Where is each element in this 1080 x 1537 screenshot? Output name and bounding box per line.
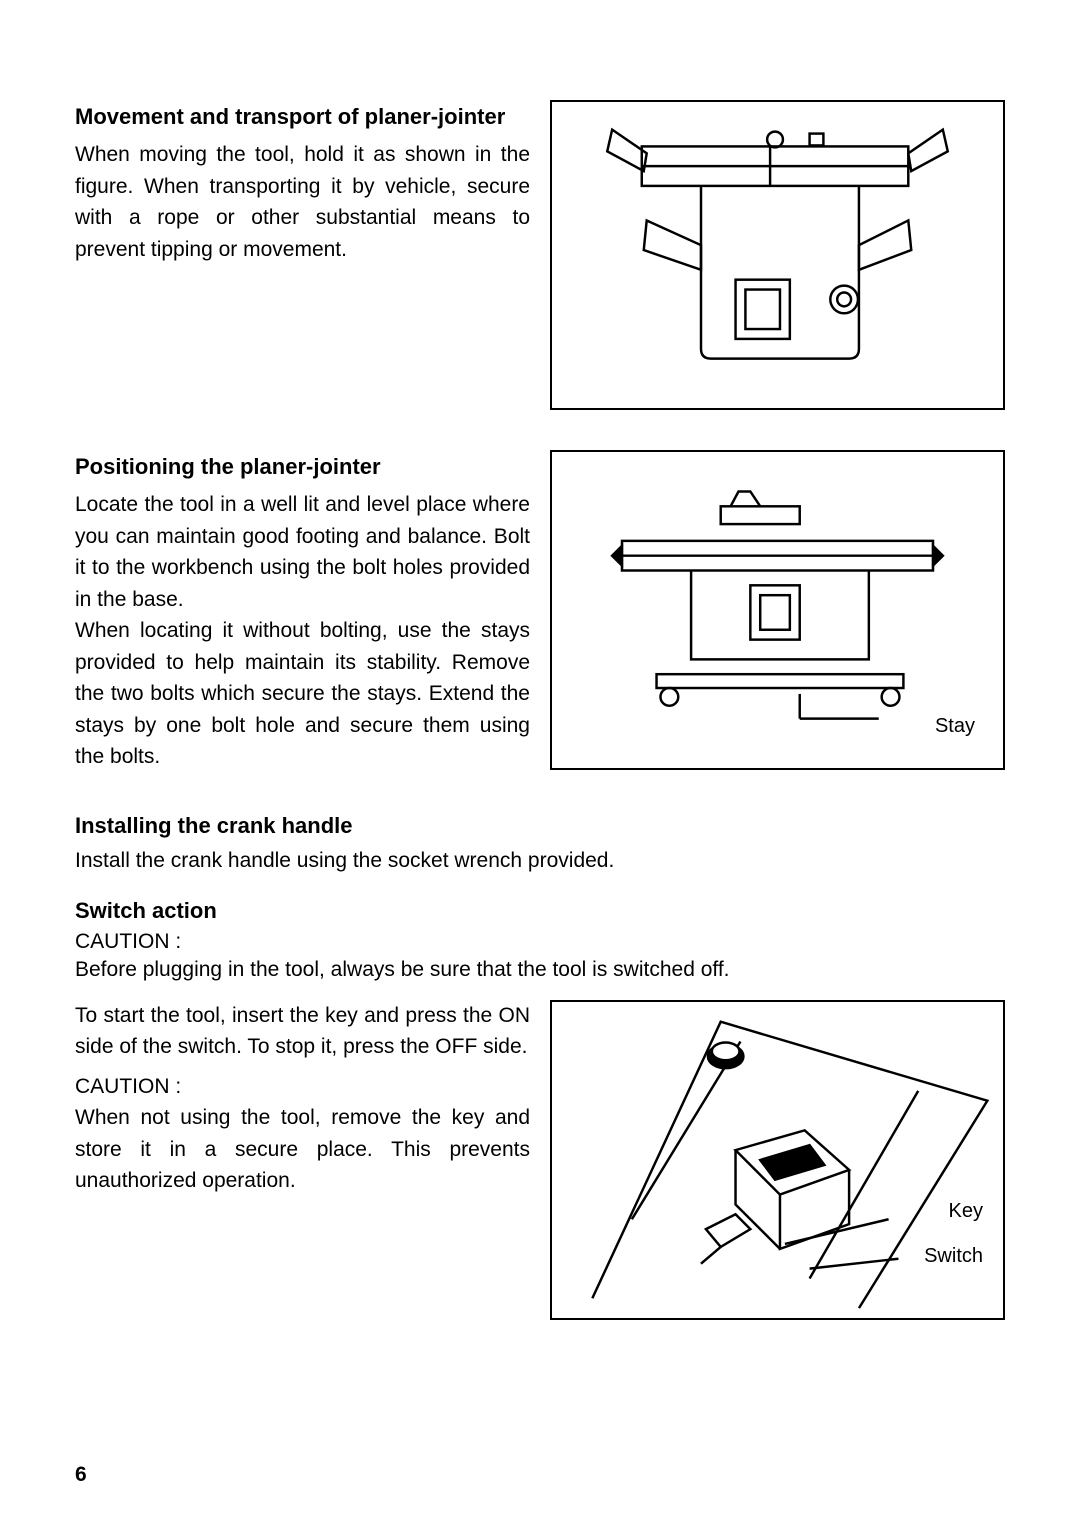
caution-label-2: CAUTION : [75, 1071, 530, 1103]
section-crank: Installing the crank handle Install the … [75, 813, 1005, 877]
section-movement-text: Movement and transport of planer-jointer… [75, 100, 530, 410]
section-switch-intro: Switch action CAUTION : Before plugging … [75, 898, 1005, 986]
section-positioning: Positioning the planer-jointer Locate th… [75, 450, 1005, 773]
caution-body-2: When not using the tool, remove the key … [75, 1102, 530, 1197]
caution-body-1: Before plugging in the tool, always be s… [75, 954, 1005, 986]
figure-switch: Key Switch [550, 1000, 1005, 1320]
figure-movement-svg [550, 102, 1005, 408]
figure-label-key: Key [949, 1200, 983, 1223]
caution-label-1: CAUTION : [75, 930, 1005, 954]
heading-crank: Installing the crank handle [75, 813, 1005, 839]
body-movement: When moving the tool, hold it as shown i… [75, 139, 530, 265]
section-switch-text: To start the tool, insert the key and pr… [75, 1000, 530, 1320]
heading-positioning: Positioning the planer-jointer [75, 450, 530, 483]
heading-switch: Switch action [75, 898, 1005, 924]
section-positioning-text: Positioning the planer-jointer Locate th… [75, 450, 530, 773]
page-number: 6 [75, 1463, 87, 1487]
figure-movement [550, 100, 1005, 410]
body-positioning-1: Locate the tool in a well lit and level … [75, 489, 530, 615]
body-positioning-2: When locating it without bolting, use th… [75, 615, 530, 773]
body-switch: To start the tool, insert the key and pr… [75, 1000, 530, 1063]
figure-switch-svg [550, 1002, 1005, 1318]
section-movement: Movement and transport of planer-jointer… [75, 100, 1005, 410]
body-crank: Install the crank handle using the socke… [75, 845, 1005, 877]
figure-positioning: Stay [550, 450, 1005, 770]
heading-movement: Movement and transport of planer-jointer [75, 100, 530, 133]
figure-label-switch: Switch [924, 1245, 983, 1268]
figure-label-stay: Stay [935, 715, 975, 738]
section-switch-body: To start the tool, insert the key and pr… [75, 1000, 1005, 1320]
